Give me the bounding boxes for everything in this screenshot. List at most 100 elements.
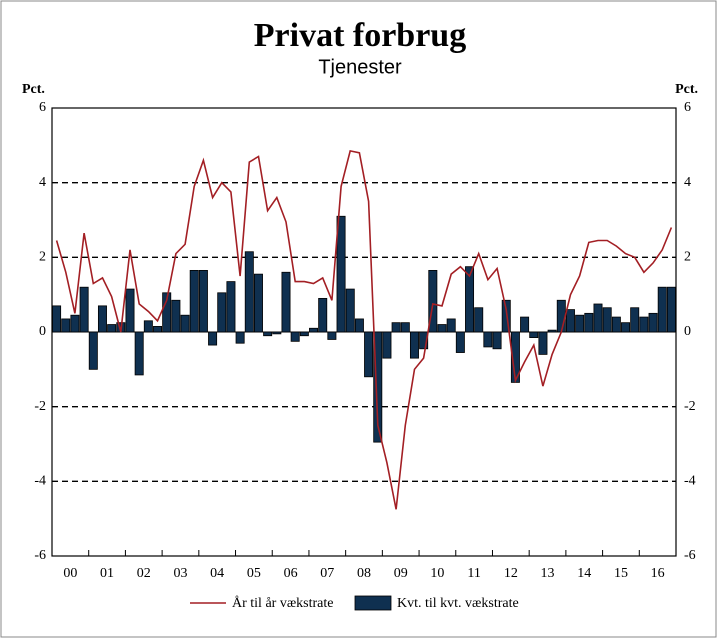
y2-tick-label: 0 <box>684 324 691 339</box>
bar <box>666 286 676 333</box>
y2-tick-label: -2 <box>684 399 696 414</box>
y2-axis-label: Pct. <box>675 82 698 97</box>
bar <box>61 318 71 333</box>
x-tick-label: 08 <box>357 566 371 581</box>
legend-label: Kvt. til kvt. vækstrate <box>397 596 519 611</box>
bar <box>52 305 62 333</box>
bar <box>364 331 374 378</box>
y2-tick-label: 4 <box>684 175 691 190</box>
bar <box>547 329 557 333</box>
bar <box>153 325 163 333</box>
x-tick-label: 01 <box>100 566 114 581</box>
bar <box>290 331 300 342</box>
line <box>55 149 673 510</box>
x-tick-label: 15 <box>614 566 628 581</box>
bar <box>455 331 465 353</box>
bar <box>510 331 520 383</box>
bar <box>428 269 438 333</box>
legend-swatch <box>354 595 392 611</box>
bar <box>318 297 328 333</box>
bar <box>593 303 603 333</box>
bar <box>134 331 144 376</box>
chart-title: Privat forbrug <box>254 17 466 54</box>
x-tick-label: 12 <box>504 566 518 581</box>
y2-tick-label: -4 <box>684 474 696 489</box>
bar <box>639 316 649 333</box>
y-tick-label: 4 <box>39 175 46 190</box>
bar <box>584 312 594 333</box>
x-tick-label: 02 <box>137 566 151 581</box>
plot-border <box>51 107 677 557</box>
x-tick-label: 05 <box>247 566 261 581</box>
y-tick-label: -6 <box>34 548 46 563</box>
bar <box>556 299 566 333</box>
bar <box>575 314 585 333</box>
bar <box>327 331 337 340</box>
bar <box>171 299 181 333</box>
bar <box>263 331 273 337</box>
y-tick-label: -2 <box>34 399 46 414</box>
bar <box>602 307 612 333</box>
bar <box>253 273 263 333</box>
y2-tick-label: 2 <box>684 250 691 265</box>
bar <box>281 271 291 333</box>
bar <box>437 324 447 333</box>
bar <box>217 292 227 333</box>
bar <box>529 331 539 338</box>
bar <box>446 318 456 333</box>
chart-subtitle: Tjenester <box>318 56 402 78</box>
bar <box>373 331 383 443</box>
bar <box>611 316 621 333</box>
x-tick-label: 06 <box>284 566 298 581</box>
bar <box>244 251 254 333</box>
bar <box>107 324 117 333</box>
bar <box>520 316 530 333</box>
bar <box>501 299 511 333</box>
bar <box>97 305 107 333</box>
bar <box>400 322 410 333</box>
bar <box>657 286 667 333</box>
bar <box>272 331 282 335</box>
bar <box>391 322 401 333</box>
y2-tick-label: 6 <box>684 100 691 115</box>
x-tick-label: 11 <box>467 566 480 581</box>
bar <box>345 288 355 333</box>
bar <box>70 314 80 333</box>
bar <box>125 288 135 333</box>
bar <box>235 331 245 344</box>
bar <box>492 331 502 350</box>
x-tick-label: 03 <box>173 566 187 581</box>
x-tick-label: 14 <box>577 566 591 581</box>
x-tick-label: 13 <box>541 566 555 581</box>
y-tick-label: 6 <box>39 100 46 115</box>
bar <box>483 331 493 348</box>
bar <box>409 331 419 359</box>
x-tick-label: 09 <box>394 566 408 581</box>
bar <box>538 331 548 355</box>
bar <box>198 269 208 333</box>
bar <box>336 215 346 333</box>
bar <box>382 331 392 359</box>
bar <box>648 312 658 333</box>
bar <box>299 331 309 337</box>
bar <box>621 322 631 333</box>
x-tick-label: 07 <box>320 566 334 581</box>
bar <box>419 331 429 350</box>
y-tick-label: -4 <box>34 474 46 489</box>
bar <box>208 331 218 346</box>
y-tick-label: 0 <box>39 324 46 339</box>
bar <box>180 314 190 333</box>
bar <box>79 286 89 333</box>
x-tick-label: 00 <box>63 566 77 581</box>
bar <box>143 320 153 333</box>
bar <box>189 269 199 333</box>
x-tick-label: 16 <box>651 566 665 581</box>
y-tick-label: 2 <box>39 250 46 265</box>
bar <box>630 307 640 333</box>
bar <box>162 292 172 333</box>
bar <box>474 307 484 333</box>
bar <box>226 281 236 333</box>
bar <box>465 266 475 333</box>
